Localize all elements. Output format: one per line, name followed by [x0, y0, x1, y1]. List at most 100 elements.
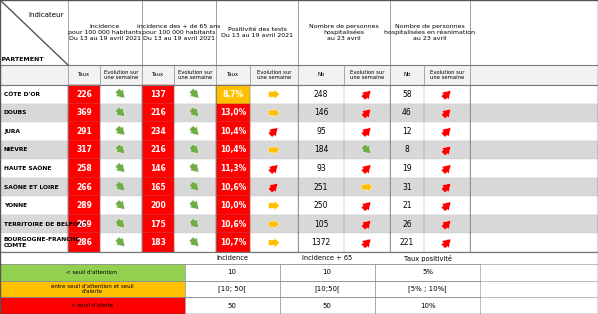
Text: 234: 234	[150, 127, 166, 136]
Polygon shape	[441, 220, 451, 230]
Text: Evolution sur
une semaine: Evolution sur une semaine	[350, 70, 385, 80]
Text: Evolution sur
une semaine: Evolution sur une semaine	[430, 70, 464, 80]
Text: 317: 317	[76, 145, 92, 154]
Text: 46: 46	[402, 108, 412, 117]
Text: 13,0%: 13,0%	[220, 108, 246, 117]
Text: 146: 146	[150, 164, 166, 173]
Polygon shape	[189, 89, 199, 98]
Bar	[216, 122, 250, 141]
Text: 10,7%: 10,7%	[220, 238, 246, 247]
Bar	[216, 196, 250, 215]
Polygon shape	[441, 90, 451, 100]
Text: 226: 226	[76, 90, 92, 99]
Text: TERRITOIRE DE BELFORT: TERRITOIRE DE BELFORT	[4, 222, 86, 227]
Polygon shape	[189, 200, 199, 209]
Text: 50: 50	[322, 303, 331, 309]
Bar	[0, 122, 598, 141]
Text: 216: 216	[150, 145, 166, 154]
Text: 200: 200	[150, 201, 166, 210]
Text: 266: 266	[76, 182, 92, 192]
Text: 10: 10	[322, 269, 331, 275]
Text: Evolution sur
une semaine: Evolution sur une semaine	[103, 70, 138, 80]
Bar	[344, 65, 390, 85]
Text: JURA: JURA	[4, 129, 20, 134]
Text: DOUBS: DOUBS	[4, 110, 28, 115]
Text: incidence des + de 65 ans
pour 100 000 habitants
Du 13 au 19 avril 2021: incidence des + de 65 ans pour 100 000 h…	[138, 24, 221, 41]
Bar	[250, 65, 298, 85]
Polygon shape	[115, 218, 125, 228]
Text: [5% ; 10%[: [5% ; 10%[	[408, 286, 447, 292]
Polygon shape	[441, 109, 451, 119]
Polygon shape	[115, 144, 125, 154]
Text: 26: 26	[402, 220, 412, 229]
Text: SAÔNE ET LOIRE: SAÔNE ET LOIRE	[4, 185, 59, 190]
Bar	[142, 159, 174, 178]
Polygon shape	[268, 127, 278, 137]
Bar	[68, 122, 100, 141]
Text: 289: 289	[76, 201, 92, 210]
Text: 251: 251	[314, 182, 328, 192]
Bar	[142, 215, 174, 233]
Polygon shape	[115, 89, 125, 98]
Text: 221: 221	[400, 238, 414, 247]
Bar	[68, 233, 100, 252]
Polygon shape	[361, 202, 371, 211]
Text: entre seuil d'attention et seuil
d'alerte: entre seuil d'attention et seuil d'alert…	[51, 284, 133, 295]
Text: DEPARTEMENT: DEPARTEMENT	[0, 57, 44, 62]
Bar	[185, 264, 280, 281]
Polygon shape	[189, 181, 199, 191]
Bar	[68, 85, 100, 104]
Polygon shape	[115, 126, 125, 135]
Text: 58: 58	[402, 90, 412, 99]
Polygon shape	[115, 163, 125, 172]
Polygon shape	[115, 107, 125, 117]
Bar	[142, 233, 174, 252]
Bar	[0, 215, 598, 233]
Bar	[216, 85, 250, 104]
Bar	[68, 196, 100, 215]
Polygon shape	[361, 239, 371, 249]
Text: 105: 105	[314, 220, 328, 229]
Polygon shape	[441, 127, 451, 137]
Bar	[390, 65, 424, 85]
Text: < seuil d'attention: < seuil d'attention	[66, 270, 117, 275]
Polygon shape	[362, 182, 373, 192]
Polygon shape	[361, 165, 371, 174]
Text: Nb: Nb	[318, 73, 325, 78]
Bar	[375, 297, 480, 314]
Text: Evolution sur
une semaine: Evolution sur une semaine	[178, 70, 212, 80]
Polygon shape	[441, 239, 451, 249]
Polygon shape	[189, 126, 199, 135]
Text: 269: 269	[76, 220, 92, 229]
Text: 175: 175	[150, 220, 166, 229]
Bar	[68, 104, 100, 122]
Bar	[0, 178, 598, 196]
Polygon shape	[441, 183, 451, 193]
Bar	[142, 196, 174, 215]
Bar	[100, 65, 142, 85]
Bar	[68, 178, 100, 196]
Bar	[280, 297, 375, 314]
Bar	[0, 196, 598, 215]
Bar	[375, 264, 480, 281]
Polygon shape	[269, 145, 279, 155]
Polygon shape	[361, 90, 371, 100]
Text: 21: 21	[402, 201, 412, 210]
Text: YONNE: YONNE	[4, 203, 28, 208]
Polygon shape	[189, 144, 199, 154]
Text: HAUTE SAÔNE: HAUTE SAÔNE	[4, 166, 51, 171]
Text: 184: 184	[314, 145, 328, 154]
Polygon shape	[269, 108, 279, 118]
Bar	[470, 0, 598, 65]
Bar	[0, 297, 185, 314]
Bar	[424, 65, 470, 85]
Text: 216: 216	[150, 108, 166, 117]
Text: 12: 12	[402, 127, 412, 136]
Bar	[0, 233, 598, 252]
Polygon shape	[189, 237, 199, 246]
Bar	[470, 65, 598, 85]
Polygon shape	[115, 237, 125, 246]
Bar	[185, 281, 280, 297]
Text: 248: 248	[314, 90, 328, 99]
Bar	[174, 65, 216, 85]
